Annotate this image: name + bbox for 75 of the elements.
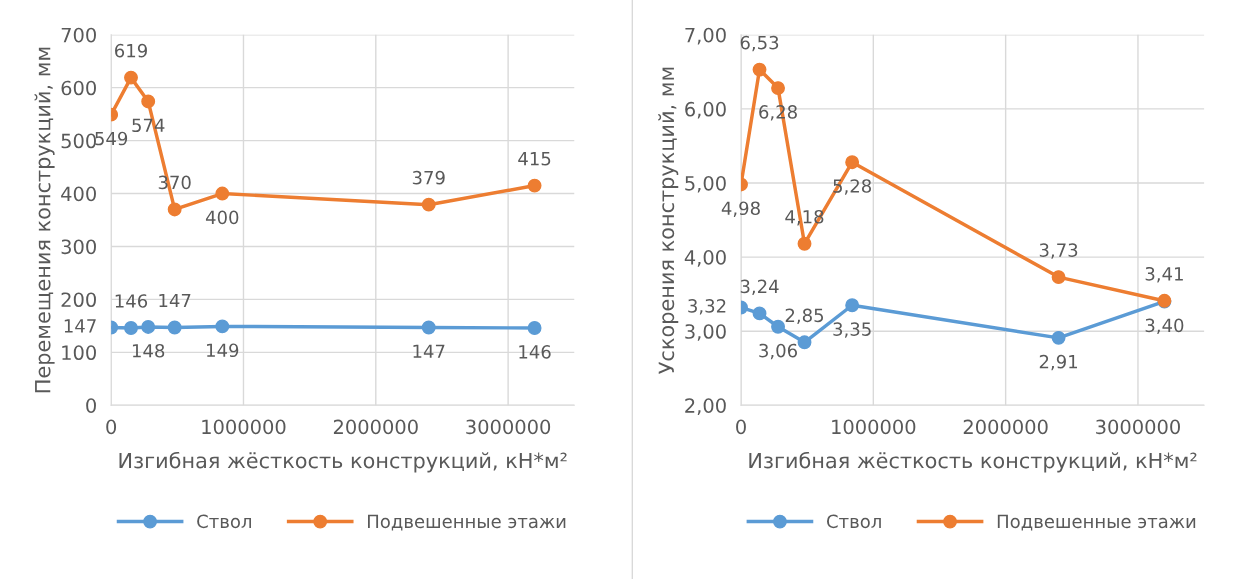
x-tick-label: 3000000 [1096, 419, 1180, 435]
point [141, 320, 156, 334]
x-tick-label: 2000000 [963, 419, 1048, 435]
y-axis-title: Перемещения конструкций, мм [34, 47, 55, 393]
data-label: 3,40 [1145, 318, 1184, 335]
y-tick-label: 300 [61, 239, 96, 255]
x-tick-label: 1000000 [202, 419, 286, 435]
y-tick-label: 0 [86, 398, 96, 413]
point [215, 319, 230, 334]
data-label: 3,06 [759, 343, 798, 360]
y-tick-label: 500 [61, 133, 96, 149]
point [752, 62, 767, 77]
data-label: 3,41 [1145, 266, 1183, 283]
y-tick-label: 6,00 [685, 101, 726, 119]
x-tick-label: 0 [106, 419, 117, 435]
x-tick-label: 3000000 [466, 419, 551, 435]
data-label: 147 [413, 344, 445, 358]
point [845, 155, 860, 170]
data-label: 379 [412, 170, 445, 185]
y-tick-label: 700 [61, 27, 96, 43]
y-axis-title: Ускорения конструкций, мм [658, 67, 679, 374]
point [771, 81, 785, 96]
y-tick-label: 200 [61, 292, 96, 308]
data-label: 3,73 [1039, 243, 1078, 259]
y-tick-label: 100 [62, 345, 96, 361]
y-tick-label: 2,00 [685, 398, 726, 415]
point [1051, 270, 1066, 285]
data-label: 4,98 [721, 201, 760, 217]
point [215, 186, 230, 201]
y-tick-label: 400 [61, 186, 96, 202]
x-tick-label: 0 [736, 419, 746, 435]
data-label: 2,91 [1039, 354, 1078, 371]
legend-label: Ствол [197, 514, 251, 529]
data-label: 3,32 [688, 299, 726, 315]
point [141, 94, 156, 109]
x-tick-label: 2000000 [333, 419, 418, 435]
data-label: 400 [205, 210, 239, 225]
data-label: 415 [518, 152, 551, 166]
point [1051, 330, 1066, 345]
y-tick-label: 7,00 [685, 27, 726, 45]
y-tick-label: 600 [61, 80, 96, 96]
point [752, 306, 767, 321]
x-axis-title: Изгибная жёсткость конструкций, кН*м² [749, 451, 1197, 473]
x-tick-label: 1000000 [832, 419, 916, 435]
data-label: 6,53 [740, 35, 779, 52]
data-label: 3,35 [833, 322, 871, 338]
point [797, 335, 812, 350]
point [771, 319, 785, 334]
point [124, 70, 138, 85]
data-label: 2,85 [785, 308, 824, 324]
y-tick-label: 4,00 [684, 250, 726, 267]
point [167, 202, 182, 217]
y-tick-label: 3,00 [685, 324, 726, 341]
point [527, 321, 542, 335]
data-label: 148 [132, 343, 165, 358]
point [845, 298, 860, 313]
data-label: 146 [115, 294, 148, 308]
legend-label: Подвешенные этажи [997, 514, 1196, 531]
data-label: 147 [159, 293, 191, 308]
data-label: 549 [95, 131, 128, 146]
data-label: 147 [64, 319, 96, 333]
point [527, 178, 542, 193]
data-label: 3,24 [740, 279, 779, 296]
point [124, 321, 138, 335]
point [421, 320, 436, 335]
point [421, 197, 436, 212]
point [167, 320, 182, 335]
point [797, 236, 812, 251]
legend-label: Ствол [826, 514, 881, 529]
data-label: 149 [207, 343, 239, 358]
data-label: 619 [115, 43, 147, 58]
x-axis-title: Изгибная жёсткость конструкций, кН*м² [119, 451, 567, 473]
y-tick-label: 5,00 [685, 175, 726, 193]
data-label: 146 [519, 345, 551, 359]
legend-label: Подвешенные этажи [368, 514, 566, 531]
